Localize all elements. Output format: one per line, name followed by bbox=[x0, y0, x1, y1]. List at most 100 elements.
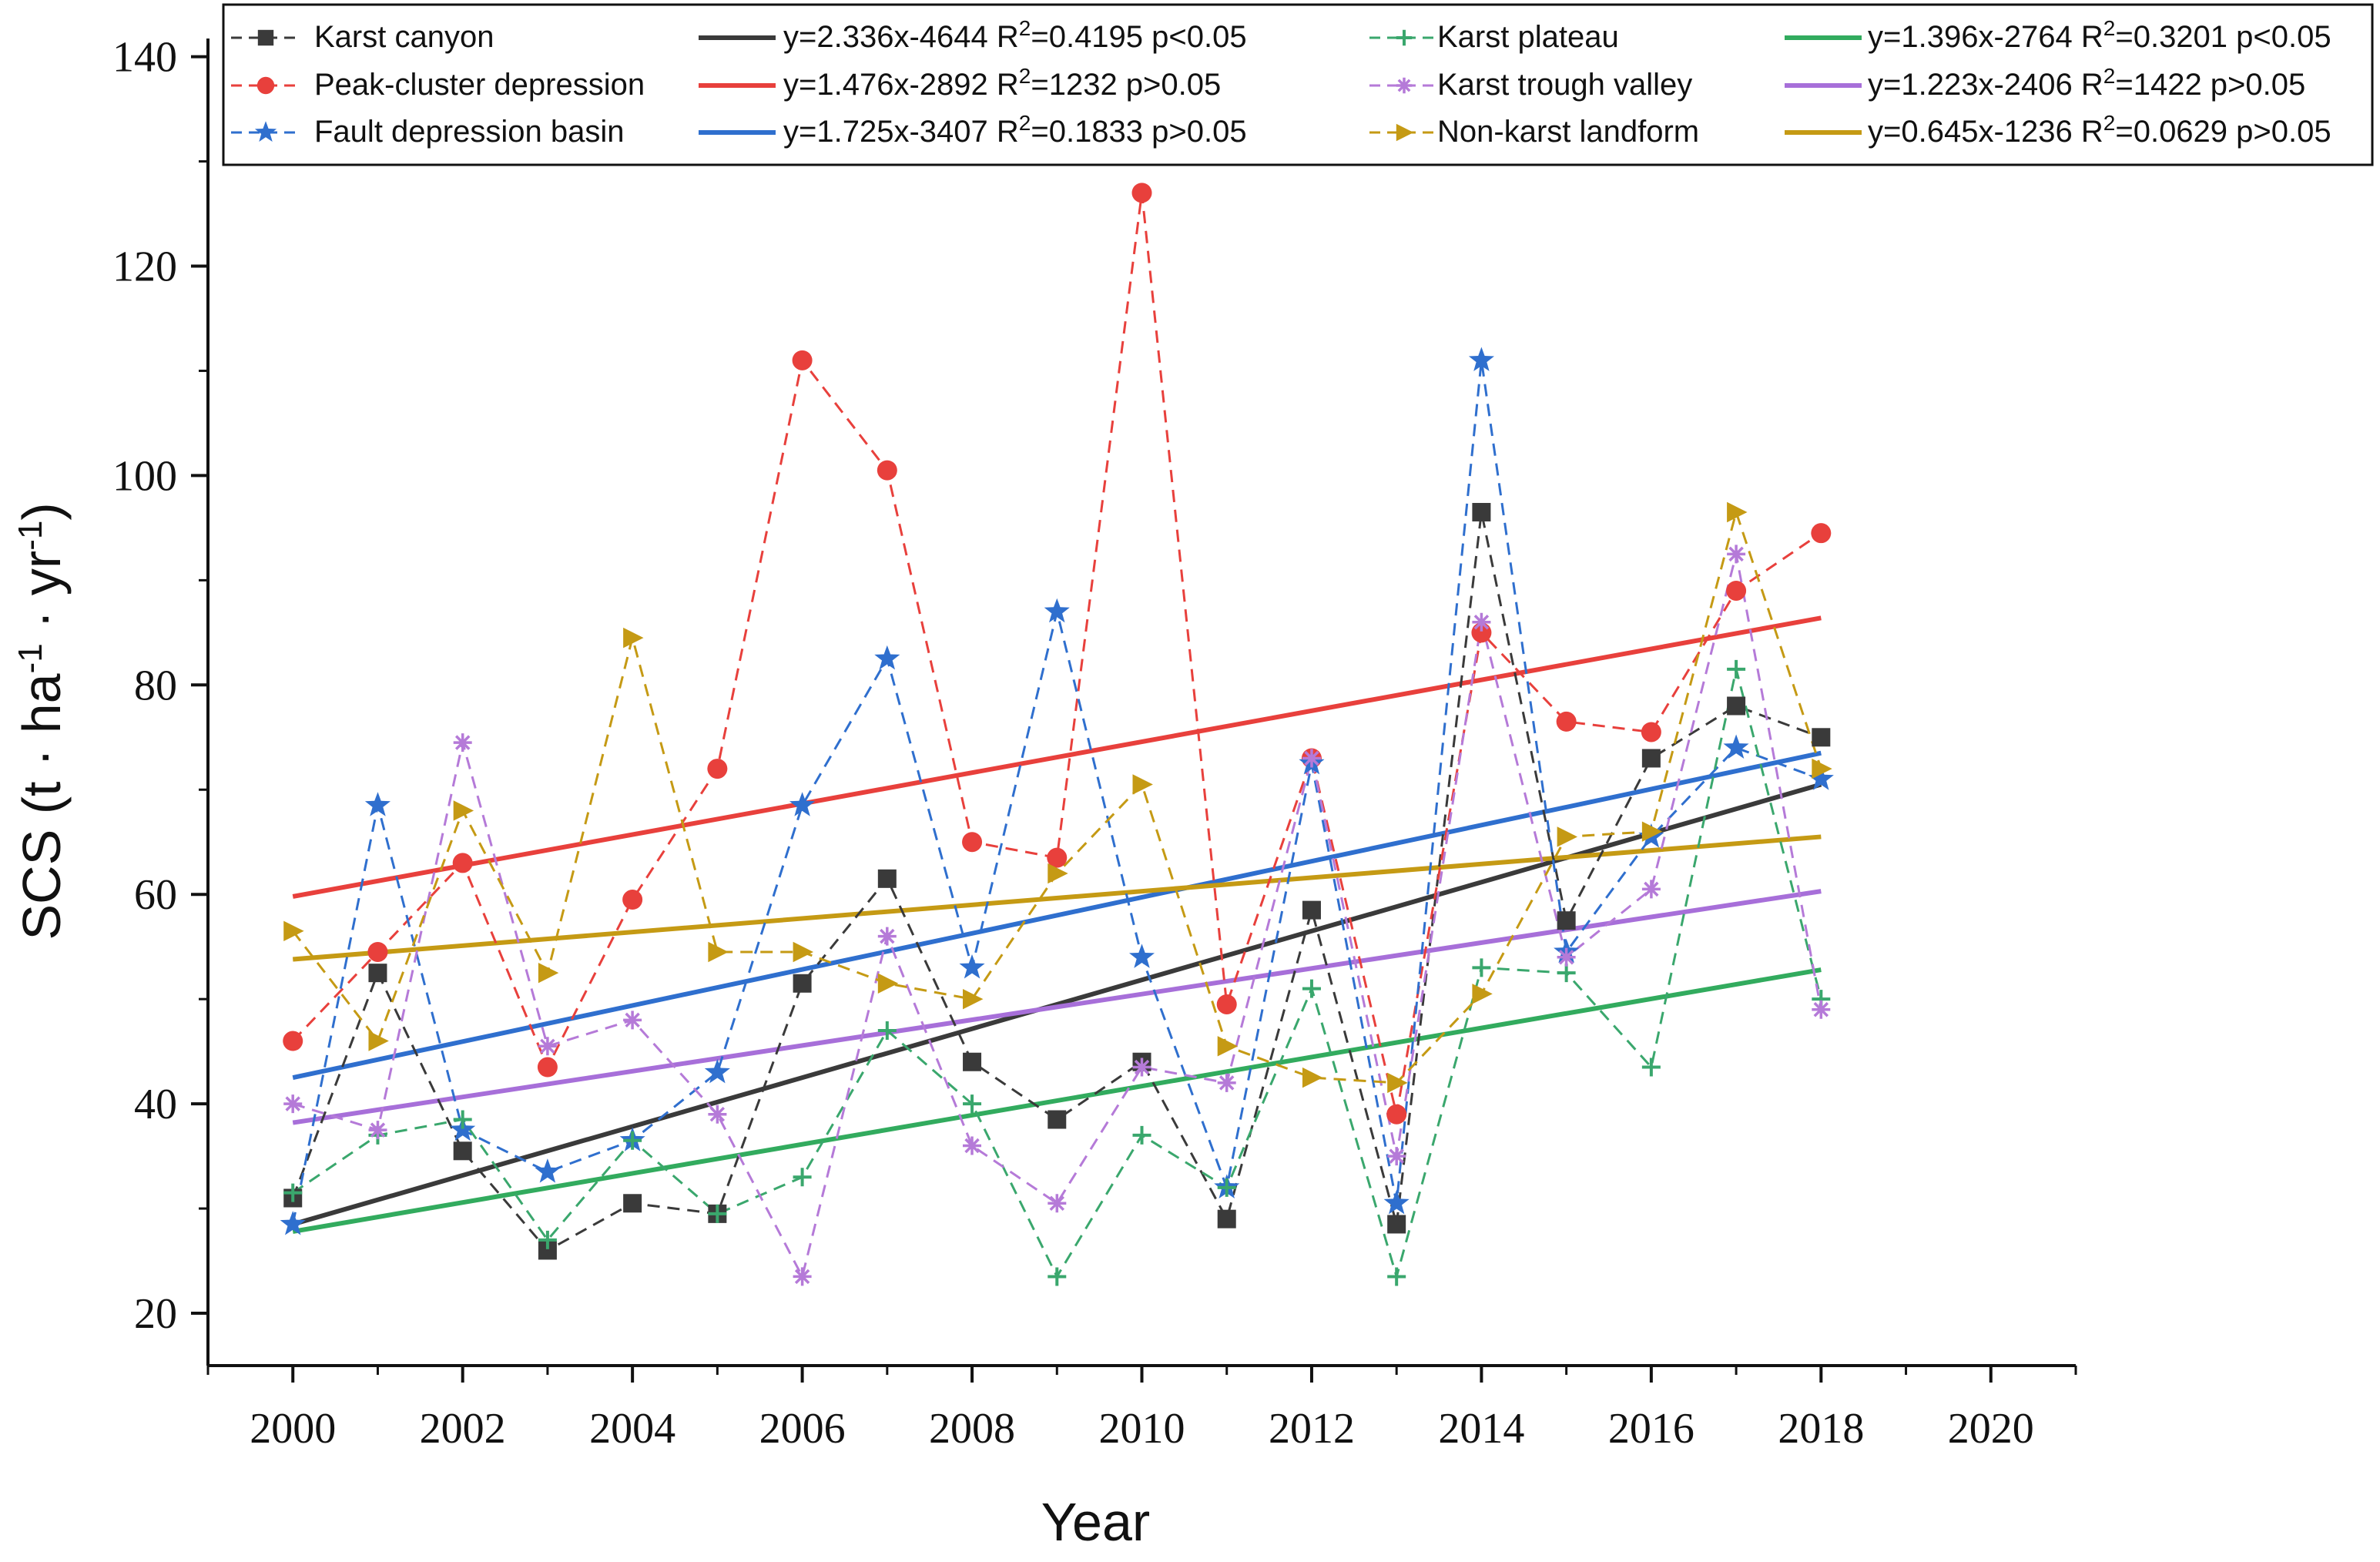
legend: Karst canyon y=2.336x-4644 R2=0.4195 p<0.… bbox=[222, 3, 2374, 166]
data-point-marker bbox=[1048, 1110, 1067, 1129]
y-tick-label: 140 bbox=[112, 34, 177, 82]
fit-line-karst-plateau bbox=[292, 967, 1822, 1234]
data-point-marker bbox=[1641, 880, 1661, 899]
data-point-marker bbox=[963, 1094, 982, 1114]
data-point-marker bbox=[1468, 347, 1494, 371]
data-point-marker bbox=[1556, 711, 1577, 732]
data-point-marker bbox=[704, 1058, 730, 1084]
y-tick-label: 100 bbox=[112, 452, 177, 500]
data-point-marker bbox=[538, 962, 559, 984]
data-point-marker bbox=[1727, 659, 1746, 679]
data-point-marker bbox=[452, 853, 473, 873]
data-point-marker bbox=[1132, 1125, 1151, 1145]
data-point-marker bbox=[1557, 911, 1576, 930]
data-point-marker bbox=[708, 941, 729, 963]
data-point-marker bbox=[793, 974, 812, 993]
legend-fit-label-peak-cluster-depression: y=1.476x-2892 R2=1232 p>0.05 bbox=[783, 64, 1221, 102]
data-point-marker bbox=[793, 1168, 812, 1187]
data-point-marker bbox=[283, 1031, 303, 1051]
data-point-marker bbox=[1727, 501, 1748, 523]
data-point-marker bbox=[1472, 502, 1491, 521]
data-point-marker bbox=[1386, 1104, 1407, 1125]
legend-label-peak-cluster-depression: Peak-cluster depression bbox=[314, 68, 645, 102]
data-point-marker bbox=[707, 759, 728, 779]
data-point-marker bbox=[1217, 1036, 1239, 1057]
legend-fit-label-karst-trough-valley: y=1.223x-2406 R2=1422 p>0.05 bbox=[1868, 64, 2305, 102]
data-point-marker bbox=[1131, 183, 1152, 203]
data-point-marker bbox=[877, 927, 897, 946]
data-point-marker bbox=[1129, 944, 1155, 968]
data-point-marker bbox=[283, 1094, 303, 1114]
data-point-marker bbox=[1302, 1067, 1323, 1088]
legend-box bbox=[222, 3, 2374, 166]
data-point-marker bbox=[1048, 1194, 1067, 1213]
x-tick-label: 2008 bbox=[929, 1405, 1015, 1453]
data-point-marker bbox=[364, 792, 391, 816]
x-axis-title: Year bbox=[1041, 1492, 1150, 1552]
data-point-marker bbox=[1048, 1267, 1067, 1286]
data-point-marker bbox=[1217, 1178, 1236, 1197]
markers-karst-canyon bbox=[283, 502, 1831, 1260]
x-tick-label: 2014 bbox=[1438, 1405, 1524, 1453]
data-point-marker bbox=[623, 1131, 642, 1150]
data-point-marker bbox=[1641, 1058, 1661, 1077]
data-point-marker bbox=[1557, 826, 1578, 847]
legend-fit-label-non-karst-landform: y=0.645x-1236 R2=0.0629 p>0.05 bbox=[1868, 111, 2331, 149]
data-point-marker bbox=[1641, 749, 1661, 768]
data-point-marker bbox=[1132, 774, 1153, 795]
x-tick-label: 2016 bbox=[1608, 1405, 1694, 1453]
y-tick-label: 40 bbox=[134, 1081, 177, 1128]
data-point-marker bbox=[453, 1110, 472, 1129]
data-point-marker bbox=[874, 645, 900, 670]
data-point-marker bbox=[1812, 728, 1831, 747]
x-tick-label: 2002 bbox=[420, 1405, 506, 1453]
axes: 2000 2002 2004 2006 2008 2010 2012 2014 2016 2018… bbox=[12, 34, 2077, 1552]
y-tick-label: 60 bbox=[134, 871, 177, 919]
data-point-marker bbox=[1302, 900, 1321, 920]
data-point-marker bbox=[622, 890, 643, 910]
data-point-marker bbox=[963, 1052, 982, 1071]
data-point-marker bbox=[367, 941, 388, 962]
data-point-marker bbox=[1641, 821, 1663, 842]
x-tick-label: 2012 bbox=[1269, 1405, 1355, 1453]
legend-label-non-karst-landform: Non-karst landform bbox=[1437, 115, 1699, 149]
legend-label-karst-trough-valley: Karst trough valley bbox=[1437, 68, 1692, 102]
x-tick-label: 2006 bbox=[759, 1405, 846, 1453]
data-point-marker bbox=[538, 1230, 557, 1249]
data-point-marker bbox=[1812, 758, 1832, 779]
data-point-marker bbox=[1302, 749, 1321, 768]
x-tick-label: 2018 bbox=[1778, 1405, 1864, 1453]
data-point-marker bbox=[877, 460, 897, 481]
data-point-marker bbox=[962, 832, 983, 853]
data-point-marker bbox=[257, 29, 274, 46]
data-point-marker bbox=[537, 1057, 558, 1078]
data-point-marker bbox=[1811, 523, 1832, 544]
data-point-marker bbox=[1387, 1072, 1408, 1094]
data-point-marker bbox=[1217, 1209, 1236, 1228]
data-point-marker bbox=[1047, 847, 1068, 868]
fit-line-karst-trough-valley bbox=[292, 889, 1822, 1125]
data-point-marker bbox=[368, 1121, 387, 1140]
data-point-marker bbox=[789, 792, 816, 816]
markers-karst-trough-valley bbox=[283, 545, 1831, 1286]
data-point-marker bbox=[280, 1211, 306, 1235]
data-point-marker bbox=[256, 76, 275, 95]
data-point-marker bbox=[963, 1136, 981, 1155]
y-tick-label: 120 bbox=[112, 243, 177, 291]
data-point-marker bbox=[708, 1204, 727, 1223]
data-point-marker bbox=[1723, 734, 1749, 759]
data-point-marker bbox=[1396, 77, 1413, 94]
y-axis-title: SCS (t · ha-1 · yr-1) bbox=[12, 502, 72, 940]
data-point-marker bbox=[1387, 1267, 1406, 1286]
data-point-marker bbox=[1557, 964, 1576, 983]
data-point-marker bbox=[1217, 1073, 1236, 1092]
fit-line-fault-depression-basin bbox=[292, 750, 1822, 1081]
data-point-marker bbox=[1383, 1189, 1410, 1215]
data-point-marker bbox=[1727, 696, 1746, 716]
data-point-marker bbox=[1472, 612, 1491, 632]
fit-line-peak-cluster-depression bbox=[292, 615, 1822, 899]
data-point-marker bbox=[538, 1037, 557, 1056]
data-point-marker bbox=[1216, 994, 1237, 1014]
